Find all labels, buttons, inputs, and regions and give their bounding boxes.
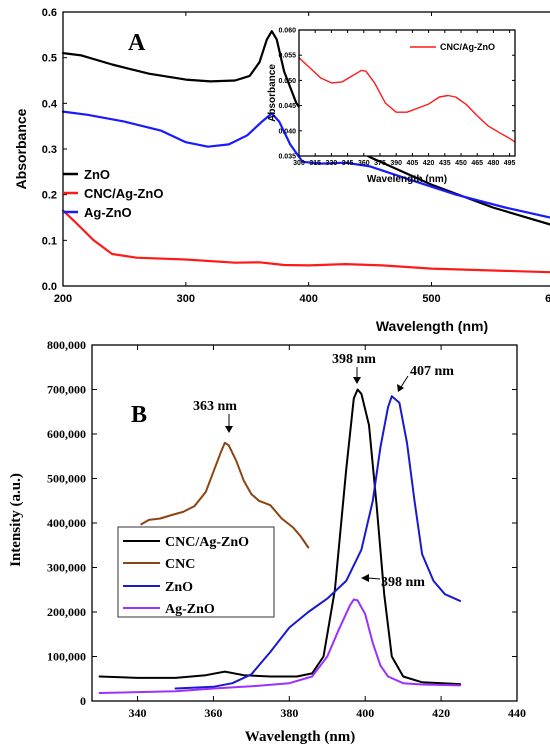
panel-b-series-zno — [174, 395, 462, 690]
legend-label-b-cnc-ag-zno: CNC/Ag-ZnO — [165, 535, 249, 550]
panel-a-series — [61, 30, 550, 274]
panel-b-series-cnc — [140, 441, 310, 549]
panel-a-x-tick-label: 500 — [422, 293, 440, 305]
panel-b-y-tick-label: 700,000 — [47, 383, 86, 397]
inset-y-ticks: 0.035 0.040 0.045 0.050 0.055 0.060 — [278, 28, 515, 161]
inset-y-tick-label: 0.035 — [278, 154, 296, 161]
panel-a-legend: ZnO CNC/Ag-ZnO Ag-ZnO — [63, 167, 163, 220]
annotation-398nm-low: 398 nm — [381, 575, 425, 590]
inset-x-tick-label: 390 — [390, 160, 402, 167]
inset-y-axis-title: Absorbance — [267, 64, 278, 122]
panel-b-series-ag-zno — [98, 598, 462, 694]
inset-x-tick-label: 495 — [504, 160, 516, 167]
annotation-407nm: 407 nm — [410, 364, 454, 379]
inset-x-tick-label: 450 — [455, 160, 467, 167]
inset-frame — [298, 29, 516, 157]
annotation-398nm-top: 398 nm — [332, 352, 376, 367]
panel-b-x-tick-label: 380 — [280, 706, 298, 720]
panel-b-y-tick-label: 800,000 — [47, 338, 86, 352]
panel-b-x-tick-label: 360 — [204, 706, 222, 720]
annotation-398nm-low-arrowhead — [361, 574, 369, 582]
panel-b-x-axis-title: Wavelength (nm) — [245, 729, 355, 745]
panel-b-x-ticks: 340 360 380 400 420 440 — [129, 345, 526, 720]
inset-y-tick-label: 0.045 — [278, 103, 296, 110]
panel-b-legend: CNC/Ag-ZnO CNC ZnO Ag-ZnO — [117, 526, 275, 618]
panel-b-y-tick-label: 200,000 — [47, 605, 86, 619]
panel-a-series-zno — [61, 30, 550, 226]
inset-y-tick-label: 0.060 — [278, 28, 296, 35]
panel-a-y-tick-label: 0.4 — [42, 98, 58, 110]
legend-label-cnc-ag-zno: CNC/Ag-ZnO — [84, 186, 163, 201]
inset-x-tick-label: 435 — [439, 160, 451, 167]
panel-b-y-tick-label: 600,000 — [47, 427, 86, 441]
legend-label-b-ag-zno: Ag-ZnO — [165, 602, 215, 617]
legend-label-b-cnc: CNC — [165, 557, 195, 572]
panel-b-x-tick-label: 440 — [508, 706, 526, 720]
legend-label-b-zno: ZnO — [165, 580, 193, 595]
panel-b-y-axis-title: Intensity (a.u.) — [8, 473, 24, 567]
inset-x-axis-title: Wavelength (nm) — [367, 174, 447, 185]
panel-a-x-axis-title: Wavelength (nm) — [376, 318, 488, 334]
inset-x-tick-label: 330 — [326, 160, 338, 167]
panel-a-y-tick-label: 0.1 — [42, 235, 57, 247]
panel-a-y-tick-label: 0.5 — [42, 53, 57, 65]
panel-b-y-tick-label: 100,000 — [47, 650, 86, 664]
inset-x-tick-label: 345 — [342, 160, 354, 167]
legend-label-ag-zno: Ag-ZnO — [84, 205, 132, 220]
panel-a-y-tick-label: 0.0 — [42, 281, 57, 293]
panel-a: 200300400500600700800 0.00.10.20.30.40.5… — [13, 7, 550, 334]
panel-b-letter: B — [131, 402, 147, 428]
inset-series — [298, 57, 516, 143]
annotation-363nm-arrowhead — [225, 426, 233, 433]
panel-b-y-tick-label: 300,000 — [47, 561, 86, 575]
panel-a-y-tick-label: 0.2 — [42, 190, 57, 202]
panel-a-x-tick-label: 600 — [545, 293, 550, 305]
panel-a-y-tick-label: 0.3 — [42, 144, 57, 156]
panel-b-y-tick-label: 500,000 — [47, 472, 86, 486]
annotation-363nm: 363 nm — [193, 399, 237, 414]
annotation-407nm-arrow — [400, 375, 409, 388]
panel-a-series-ag-zno — [61, 110, 550, 219]
panel-b: 340 360 380 400 420 440 0 100,000 200,000 300,00… — [8, 338, 526, 745]
panel-b-frame — [91, 344, 518, 702]
panel-b-x-tick-label: 420 — [432, 706, 450, 720]
inset-x-tick-label: 465 — [471, 160, 483, 167]
panel-a-y-ticks: 0.0 0.1 0.2 0.3 0.4 0.5 0.6 — [42, 7, 67, 293]
inset-y-tick-label: 0.050 — [278, 78, 296, 85]
annotation-407nm-arrowhead — [397, 384, 404, 392]
inset-y-tick-label: 0.055 — [278, 53, 296, 60]
inset-x-tick-label: 360 — [358, 160, 370, 167]
panel-b-series-cnc-ag-zno — [98, 388, 462, 686]
panel-a-x-tick-label: 300 — [177, 293, 195, 305]
legend-label-zno: ZnO — [84, 167, 110, 182]
panel-a-letter: A — [128, 30, 146, 56]
panel-b-y-tick-label: 400,000 — [47, 516, 86, 530]
panel-a-y-axis-title: Absorbance — [13, 108, 29, 189]
inset-y-tick-label: 0.040 — [278, 128, 296, 135]
inset-x-ticks: 300 315 330 345 360 375 390 405 420 435 450 465 480 4… — [293, 30, 516, 167]
panel-b-x-tick-label: 340 — [129, 706, 147, 720]
panel-a-x-ticks: 200300400500600700800 — [54, 12, 550, 305]
panel-a-series-cnc-ag-zno — [61, 209, 550, 274]
panel-b-y-ticks: 0 100,000 200,000 300,000 400,000 500,000 600,… — [47, 338, 517, 708]
inset-x-tick-label: 420 — [423, 160, 435, 167]
inset-x-tick-label: 480 — [488, 160, 500, 167]
panel-a-x-tick-label: 200 — [54, 293, 72, 305]
panel-a-x-tick-label: 400 — [299, 293, 317, 305]
inset-x-tick-label: 375 — [374, 160, 386, 167]
annotation-398nm-top-arrowhead — [353, 377, 361, 384]
annotation-398nm-low-arrow — [367, 577, 381, 580]
panel-b-y-tick-label: 0 — [80, 694, 86, 708]
inset-x-tick-label: 300 — [293, 160, 305, 167]
inset-x-tick-label: 315 — [309, 160, 321, 167]
panel-a-y-tick-label: 0.6 — [42, 7, 57, 19]
inset-series-cnc-ag-zno — [298, 57, 516, 143]
panel-b-series — [98, 388, 462, 694]
inset-legend-label: CNC/Ag-ZnO — [440, 42, 495, 52]
panel-a-inset: 300 315 330 345 360 375 390 405 420 435 450 465 480 4… — [267, 28, 516, 185]
panel-b-x-tick-label: 400 — [356, 706, 374, 720]
panel-b-annotations: 363 nm 398 nm 407 nm 398 nm — [193, 352, 454, 590]
inset-x-tick-label: 405 — [407, 160, 419, 167]
